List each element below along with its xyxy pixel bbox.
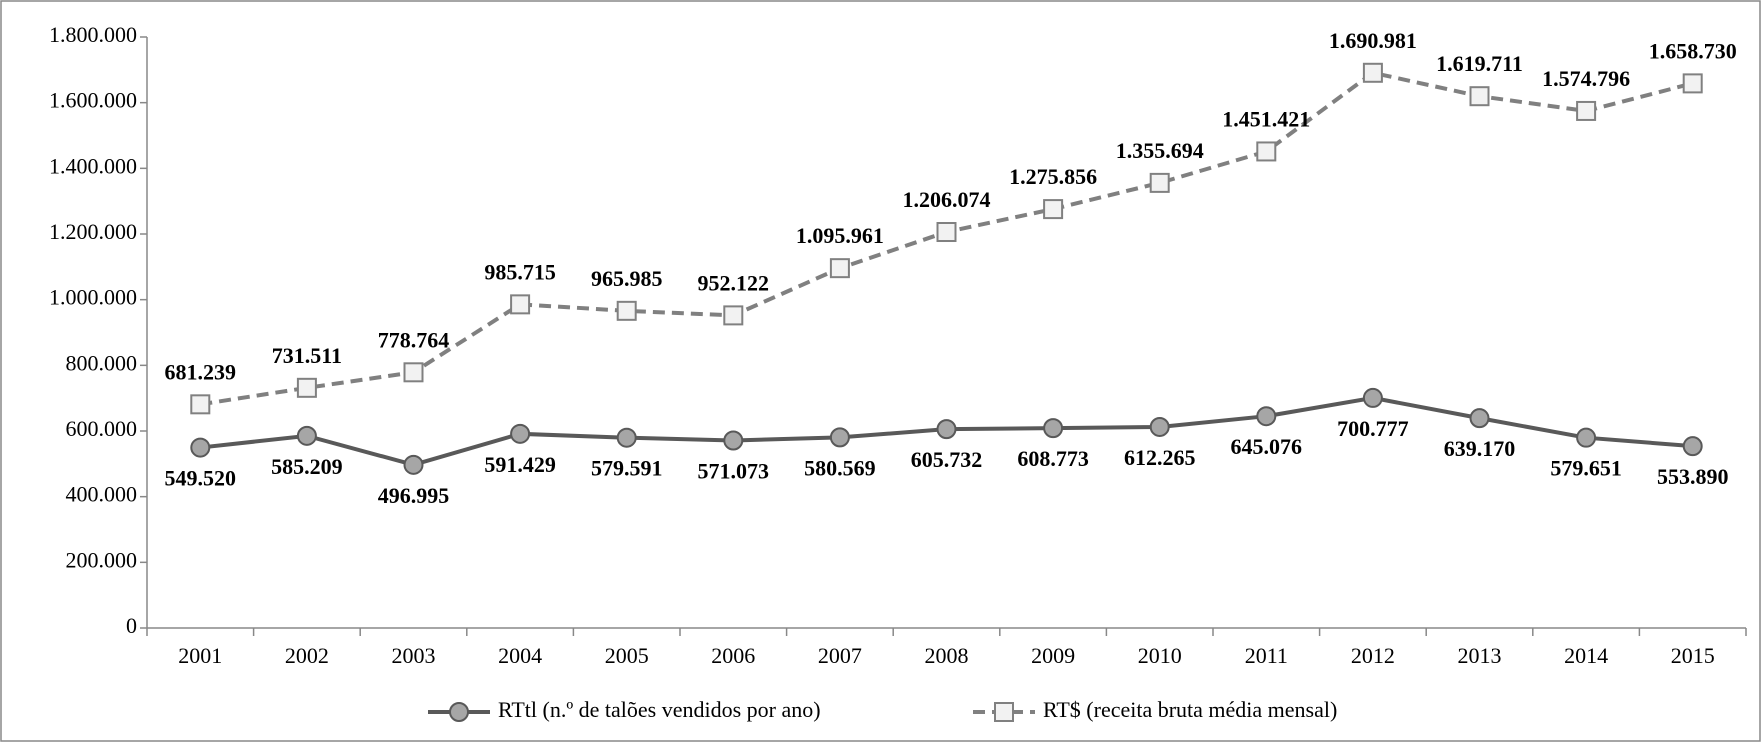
data-label: 1.451.421 bbox=[1222, 106, 1310, 131]
data-label: 1.095.961 bbox=[796, 223, 884, 248]
y-tick-label: 200.000 bbox=[66, 547, 138, 572]
data-label: 1.690.981 bbox=[1329, 28, 1417, 53]
data-label: 553.890 bbox=[1657, 464, 1729, 489]
point bbox=[1469, 408, 1490, 429]
data-label: 496.995 bbox=[378, 483, 450, 508]
point bbox=[296, 377, 317, 398]
y-tick-label: 1.400.000 bbox=[49, 153, 137, 178]
point bbox=[1576, 427, 1597, 448]
point bbox=[1043, 418, 1064, 439]
point bbox=[510, 294, 531, 315]
point bbox=[1256, 141, 1277, 162]
data-label: 952.122 bbox=[698, 270, 770, 295]
data-label: 681.239 bbox=[165, 359, 237, 384]
data-label: 645.076 bbox=[1231, 434, 1303, 459]
x-tick-label: 2010 bbox=[1138, 643, 1182, 668]
point bbox=[1682, 436, 1703, 457]
point bbox=[190, 394, 211, 415]
data-label: 965.985 bbox=[591, 266, 663, 291]
point bbox=[296, 425, 317, 446]
y-tick-label: 1.200.000 bbox=[49, 219, 137, 244]
point bbox=[403, 362, 424, 383]
point bbox=[1149, 172, 1170, 193]
data-label: 591.429 bbox=[484, 452, 556, 477]
x-tick-label: 2011 bbox=[1245, 643, 1288, 668]
legend-marker bbox=[449, 702, 469, 722]
point bbox=[510, 423, 531, 444]
data-label: 639.170 bbox=[1444, 436, 1516, 461]
point bbox=[723, 430, 744, 451]
x-tick-label: 2002 bbox=[285, 643, 329, 668]
data-label: 1.206.074 bbox=[903, 187, 991, 212]
point bbox=[616, 427, 637, 448]
y-tick-label: 600.000 bbox=[66, 416, 138, 441]
data-label: 585.209 bbox=[271, 454, 343, 479]
x-tick-label: 2008 bbox=[925, 643, 969, 668]
x-tick-label: 2001 bbox=[178, 643, 222, 668]
data-label: 571.073 bbox=[698, 459, 770, 484]
point bbox=[1682, 73, 1703, 94]
point bbox=[936, 222, 957, 243]
data-label: 579.591 bbox=[591, 456, 663, 481]
y-tick-label: 1.600.000 bbox=[49, 88, 137, 113]
x-tick-label: 2014 bbox=[1564, 643, 1608, 668]
data-label: 1.275.856 bbox=[1009, 164, 1097, 189]
x-tick-label: 2004 bbox=[498, 643, 542, 668]
data-label: 549.520 bbox=[165, 466, 237, 491]
data-label: 608.773 bbox=[1017, 446, 1089, 471]
y-tick-label: 1.800.000 bbox=[49, 22, 137, 47]
y-tick-label: 800.000 bbox=[66, 350, 138, 375]
data-label: 1.355.694 bbox=[1116, 138, 1204, 163]
x-tick-label: 2015 bbox=[1671, 643, 1715, 668]
x-tick-label: 2003 bbox=[392, 643, 436, 668]
data-label: 778.764 bbox=[378, 327, 450, 352]
point bbox=[616, 300, 637, 321]
point bbox=[1362, 62, 1383, 83]
data-label: 1.658.730 bbox=[1649, 38, 1737, 63]
legend-label: RTtl (n.º de talões vendidos por ano) bbox=[498, 697, 821, 722]
point bbox=[190, 437, 211, 458]
point bbox=[723, 305, 744, 326]
point bbox=[936, 419, 957, 440]
data-label: 579.651 bbox=[1550, 456, 1622, 481]
y-tick-label: 1.000.000 bbox=[49, 285, 137, 310]
data-label: 985.715 bbox=[484, 259, 556, 284]
x-tick-label: 2007 bbox=[818, 643, 862, 668]
point bbox=[1149, 416, 1170, 437]
x-tick-label: 2009 bbox=[1031, 643, 1075, 668]
legend-label: RT$ (receita bruta média mensal) bbox=[1043, 697, 1337, 722]
y-tick-label: 0 bbox=[126, 613, 137, 638]
point bbox=[1256, 406, 1277, 427]
x-tick-label: 2006 bbox=[711, 643, 755, 668]
legend-marker bbox=[994, 702, 1014, 722]
x-tick-label: 2012 bbox=[1351, 643, 1395, 668]
data-label: 700.777 bbox=[1337, 416, 1409, 441]
point bbox=[1576, 100, 1597, 121]
x-tick-label: 2005 bbox=[605, 643, 649, 668]
data-label: 1.619.711 bbox=[1436, 51, 1523, 76]
data-label: 580.569 bbox=[804, 455, 876, 480]
point bbox=[1362, 387, 1383, 408]
data-label: 1.574.796 bbox=[1542, 66, 1630, 91]
x-tick-label: 2013 bbox=[1458, 643, 1502, 668]
data-label: 605.732 bbox=[911, 447, 983, 472]
data-label: 612.265 bbox=[1124, 445, 1196, 470]
y-tick-label: 400.000 bbox=[66, 482, 138, 507]
point bbox=[403, 454, 424, 475]
point bbox=[1043, 199, 1064, 220]
point bbox=[1469, 86, 1490, 107]
data-label: 731.511 bbox=[272, 343, 342, 368]
point bbox=[829, 258, 850, 279]
point bbox=[829, 427, 850, 448]
